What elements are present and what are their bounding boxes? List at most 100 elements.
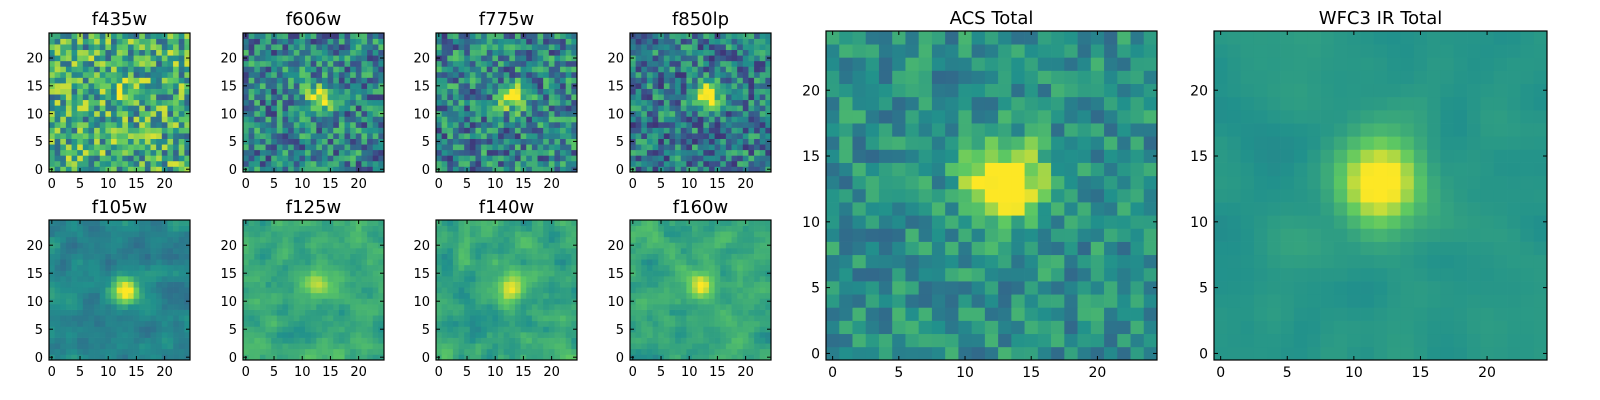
heatmap-cell (116, 292, 123, 299)
heatmap-cell (65, 160, 72, 167)
heatmap-cell (344, 298, 351, 305)
heatmap-cell (441, 60, 448, 67)
heatmap-cell (372, 88, 379, 95)
heatmap-cell (139, 253, 146, 260)
heatmap-cell (122, 309, 129, 316)
heatmap-cell (630, 149, 636, 156)
heatmap-cell (464, 236, 471, 243)
heatmap-cell (333, 281, 340, 288)
heatmap-cell (708, 88, 715, 95)
heatmap-cell (254, 220, 261, 226)
heatmap-cell (669, 354, 676, 361)
heatmap-cell (565, 320, 572, 327)
heatmap-cell (156, 298, 163, 305)
heatmap-cell (531, 99, 538, 106)
heatmap-cell (543, 133, 550, 139)
heatmap-cell (248, 127, 255, 134)
heatmap-cell (94, 225, 101, 232)
heatmap-cell (635, 38, 642, 45)
heatmap-cell (254, 276, 261, 282)
heatmap-cell (161, 121, 168, 128)
heatmap-cell (543, 38, 550, 45)
heatmap-cell (333, 66, 340, 73)
heatmap-cell (111, 83, 118, 89)
y-tick-label: 10 (607, 107, 624, 122)
heatmap-cell (441, 127, 448, 134)
heatmap-cell (288, 121, 295, 128)
heatmap-cell (571, 149, 578, 156)
heatmap-cell (765, 309, 772, 316)
heatmap-cell (144, 105, 151, 112)
heatmap-cell (686, 44, 693, 51)
heatmap-cell (486, 236, 493, 243)
heatmap-cell (486, 326, 493, 333)
heatmap-cell (680, 166, 687, 173)
heatmap-cell (310, 116, 317, 123)
heatmap-cell (327, 264, 334, 271)
heatmap-cell (167, 66, 174, 73)
heatmap-cell (54, 83, 61, 89)
heatmap-cell (737, 71, 744, 78)
heatmap-cell (105, 298, 112, 305)
heatmap-cell (333, 320, 340, 327)
heatmap-cell (88, 127, 95, 134)
heatmap-cell (447, 83, 454, 89)
heatmap-cell (509, 292, 516, 299)
heatmap-cell (338, 225, 345, 232)
heatmap-cell (652, 144, 659, 151)
heatmap-cell (116, 160, 123, 167)
heatmap-cell (458, 127, 465, 134)
heatmap-cell (492, 231, 499, 238)
heatmap-cell (94, 248, 101, 254)
heatmap-cell (725, 99, 732, 106)
heatmap-cell (167, 354, 174, 361)
heatmap-cell (288, 242, 295, 249)
heatmap-cell (133, 281, 140, 288)
heatmap-cell (310, 127, 317, 134)
heatmap-cell (344, 320, 351, 327)
heatmap-cell (475, 155, 482, 162)
heatmap-cell (316, 315, 323, 322)
heatmap-cell (173, 304, 180, 310)
heatmap-cell (686, 320, 693, 327)
heatmap-cell (333, 248, 340, 254)
heatmap-cell (509, 166, 516, 173)
heatmap-cell (498, 315, 505, 322)
heatmap-cell (548, 253, 555, 260)
heatmap-cell (754, 343, 761, 350)
heatmap-cell (641, 315, 648, 322)
heatmap-cell (680, 105, 687, 112)
heatmap-cell (565, 116, 572, 123)
heatmap-cell (378, 236, 385, 243)
heatmap-cell (293, 155, 300, 162)
heatmap-cell (531, 287, 538, 294)
heatmap-cell (60, 44, 67, 51)
heatmap-cell (321, 259, 328, 266)
heatmap-cell (641, 116, 648, 123)
heatmap-cell (344, 259, 351, 266)
heatmap-cell (265, 49, 272, 56)
heatmap-cell (509, 354, 516, 361)
heatmap-cell (333, 264, 340, 271)
heatmap-cell (243, 292, 249, 299)
heatmap-cell (321, 304, 328, 310)
heatmap-cell (378, 66, 385, 73)
heatmap-cell (520, 127, 527, 134)
heatmap-cell (658, 99, 665, 106)
heatmap-cell (697, 354, 704, 361)
heatmap-cell (111, 166, 118, 173)
heatmap-cell (641, 320, 648, 327)
heatmap-cell (327, 116, 334, 123)
heatmap-cell (452, 354, 459, 361)
heatmap-cell (299, 99, 306, 106)
heatmap-cell (436, 231, 442, 238)
heatmap-cell (259, 121, 266, 128)
heatmap-cell (658, 138, 665, 145)
heatmap-cell (731, 309, 738, 316)
heatmap-cell (282, 259, 289, 266)
heatmap-cell (144, 348, 151, 355)
heatmap-cell (361, 348, 368, 355)
heatmap-cell (344, 71, 351, 78)
heatmap-cell (282, 354, 289, 361)
heatmap-cell (635, 116, 642, 123)
